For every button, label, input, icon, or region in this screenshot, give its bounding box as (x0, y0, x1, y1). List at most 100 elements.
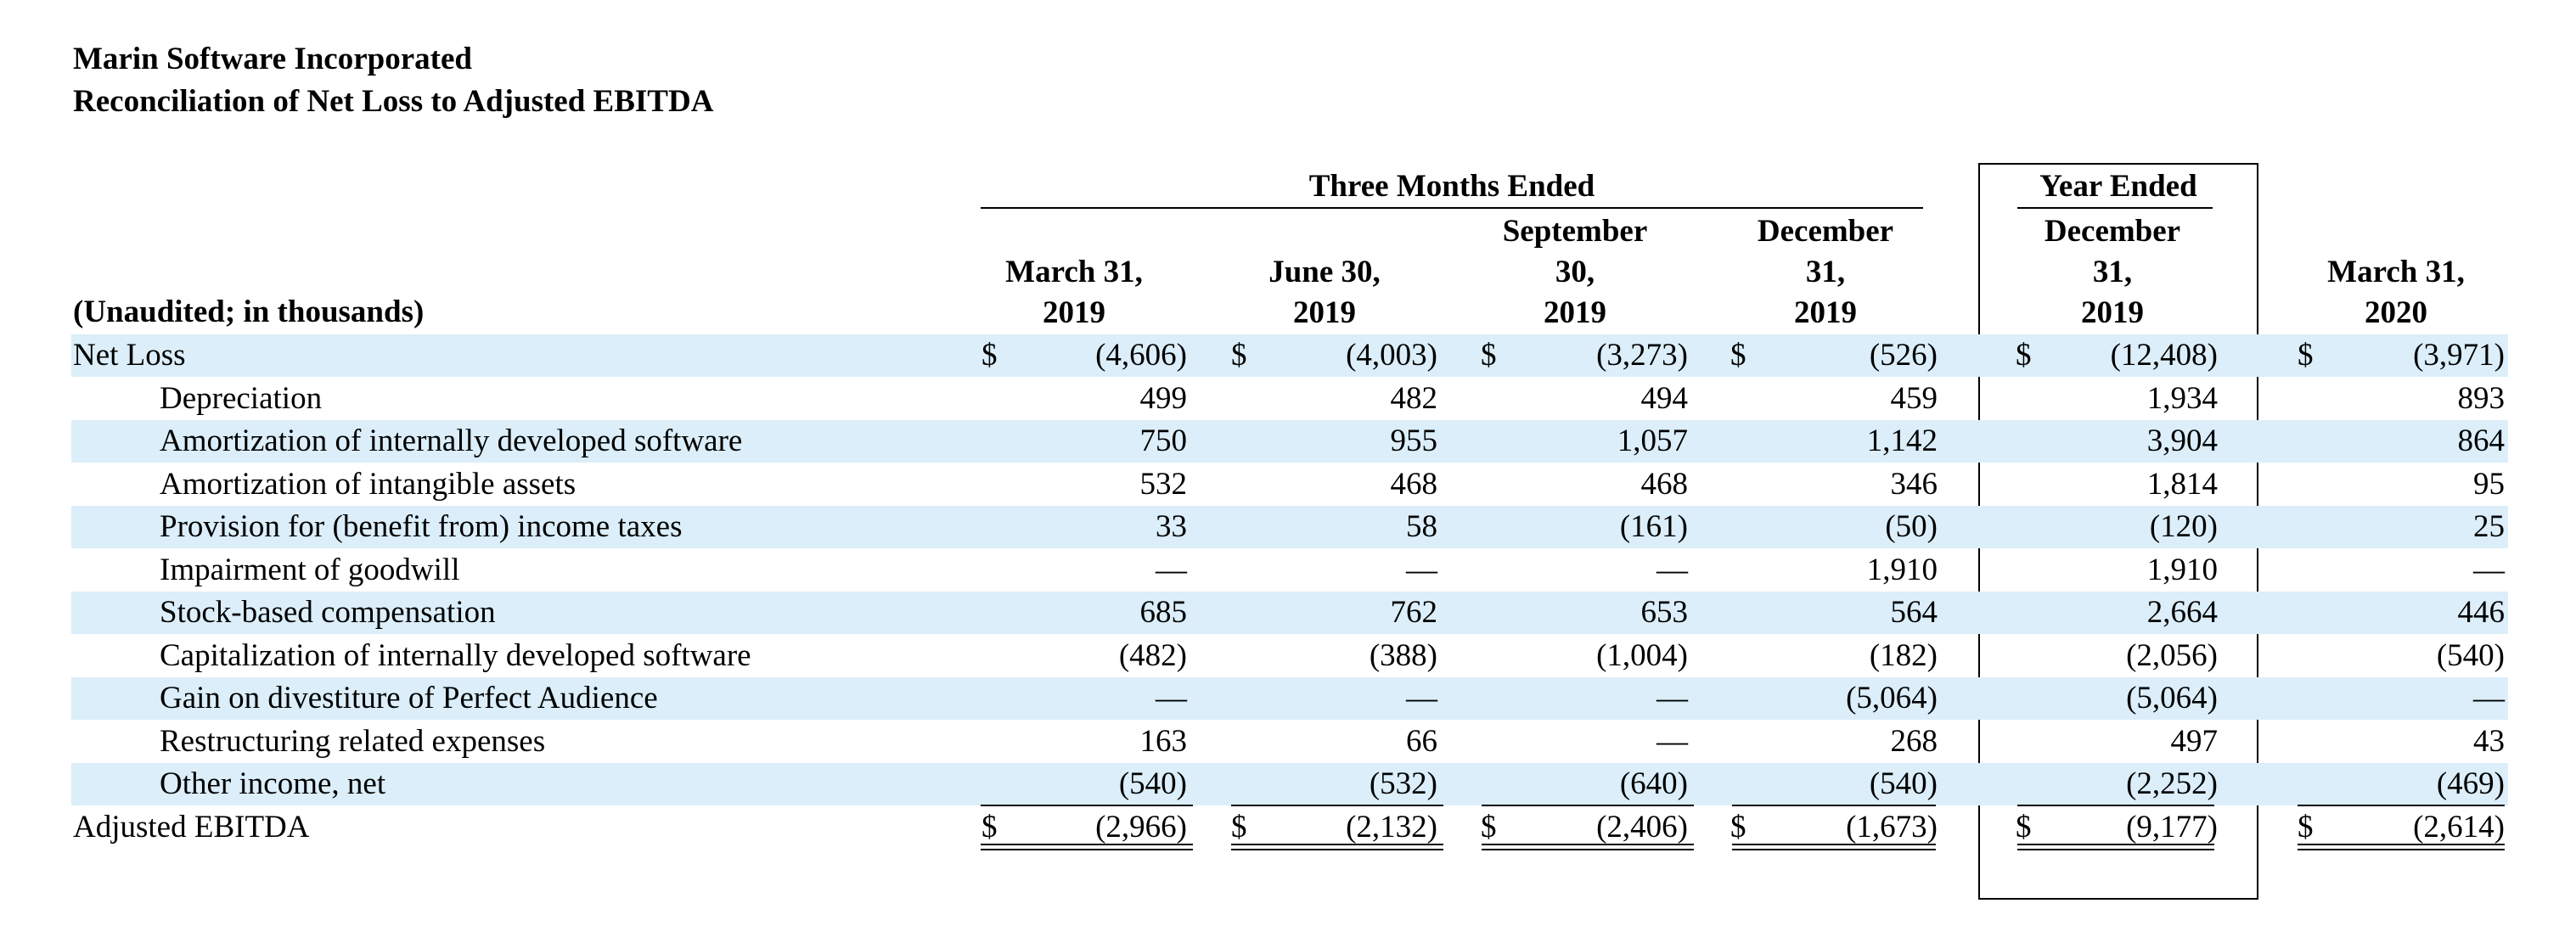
column-header-line: 2019 (1794, 295, 1857, 330)
row-label: Impairment of goodwill (160, 552, 460, 587)
value-cell: 95 (2473, 466, 2505, 502)
value-cell: (4,606) (1095, 338, 1187, 373)
value-cell: (540) (1869, 766, 1938, 801)
value-cell: (3,273) (1596, 338, 1688, 373)
year-ended-rule (2017, 207, 2213, 209)
value-cell: (120) (2149, 509, 2218, 544)
table-row: Capitalization of internally developed s… (71, 635, 2508, 677)
value-cell: 762 (1390, 595, 1438, 630)
value-cell: 25 (2473, 509, 2505, 544)
value-cell: (5,064) (1846, 681, 1938, 715)
value-cell: — (1656, 681, 1688, 715)
value-cell: 499 (1139, 380, 1188, 416)
currency-symbol: $ (981, 338, 998, 373)
table-row: Depreciation 499 482 494 459 1,934 893 (71, 378, 2508, 420)
value-cell: 66 (1406, 723, 1437, 759)
value-cell: (540) (1118, 766, 1187, 801)
value-cell: 497 (2170, 723, 2219, 759)
value-cell: 1,934 (2146, 380, 2218, 416)
column-header-line: 2019 (1293, 295, 1356, 330)
currency-symbol: $ (1481, 809, 1497, 844)
value-cell: (469) (2436, 766, 2505, 801)
value-cell: — (1656, 552, 1688, 587)
total-double-rule (1231, 844, 1443, 845)
value-cell: 564 (1890, 595, 1938, 630)
value-cell: 468 (1640, 466, 1689, 502)
value-cell: 268 (1890, 723, 1938, 759)
value-cell: (12,408) (2110, 338, 2218, 373)
value-cell: 653 (1640, 595, 1689, 630)
value-cell: 2,664 (2146, 595, 2218, 630)
table-row: Gain on divestiture of Perfect Audience —… (71, 677, 2508, 720)
column-header-line: June 30, (1268, 255, 1381, 289)
table-row: Restructuring related expenses 163 66 — 268 4… (71, 721, 2508, 763)
row-label: Amortization of intangible assets (160, 466, 577, 502)
subtotal-rule (981, 804, 1193, 806)
value-cell: 494 (1640, 380, 1689, 416)
value-cell: (388) (1369, 637, 1437, 673)
value-cell: 1,142 (1866, 424, 1938, 458)
row-label: Amortization of internally developed sof… (160, 424, 743, 458)
value-cell: (2,406) (1596, 809, 1688, 844)
table-row: Net Loss $ (4,606) $ (4,003) $ (3,273) $ (526) $ (… (71, 334, 2508, 377)
currency-symbol: $ (1730, 809, 1746, 844)
row-label: Gain on divestiture of Perfect Audience (160, 681, 658, 715)
table-row: Amortization of intangible assets 532 468 4… (71, 463, 2508, 506)
value-cell: 43 (2473, 723, 2505, 759)
value-cell: (482) (1118, 637, 1187, 673)
subtotal-rule (2017, 804, 2214, 806)
value-cell: — (1656, 723, 1688, 759)
value-cell: 163 (1139, 723, 1188, 759)
table-row: Impairment of goodwill — — — 1,910 1,910 — (71, 549, 2508, 592)
value-cell: 33 (1156, 509, 1187, 544)
subtotal-rule (1732, 804, 1936, 806)
value-cell: (9,177) (2126, 809, 2218, 844)
table-row: Adjusted EBITDA $ (2,966) $ (2,132) $ (2,406) $… (71, 806, 2508, 849)
value-cell: (540) (2436, 637, 2505, 673)
column-header-line: 31, (2092, 255, 2133, 289)
column-header-line: 2019 (1043, 295, 1105, 330)
value-cell: 1,814 (2146, 466, 2218, 502)
value-cell: (532) (1369, 766, 1437, 801)
value-cell: — (1156, 552, 1187, 587)
value-cell: (1,673) (1846, 809, 1938, 844)
value-cell: (2,132) (1346, 809, 1437, 844)
value-cell: 750 (1139, 424, 1188, 458)
table-row: Amortization of internally developed sof… (71, 420, 2508, 463)
row-label: Restructuring related expenses (160, 723, 546, 759)
total-double-rule (2017, 849, 2214, 850)
total-double-rule (981, 844, 1193, 845)
column-header-line: 30, (1555, 255, 1595, 289)
row-label: Other income, net (160, 766, 386, 801)
value-cell: 1,057 (1617, 424, 1688, 458)
currency-symbol: $ (2298, 338, 2314, 373)
value-cell: (2,056) (2126, 637, 2218, 673)
value-cell: 346 (1890, 466, 1938, 502)
currency-symbol: $ (981, 809, 998, 844)
value-cell: (4,003) (1346, 338, 1437, 373)
value-cell: (182) (1869, 637, 1938, 673)
value-cell: 446 (2457, 595, 2506, 630)
column-header-line: December (1757, 214, 1894, 249)
value-cell: (2,252) (2126, 766, 2218, 801)
total-double-rule (2298, 844, 2505, 845)
currency-symbol: $ (1231, 338, 1247, 373)
subtotal-rule (1231, 804, 1443, 806)
row-label: Net Loss (73, 338, 186, 373)
currency-symbol: $ (1730, 338, 1746, 373)
currency-symbol: $ (2298, 809, 2314, 844)
year-ended-header: Year Ended (2039, 169, 2197, 204)
row-label: Depreciation (160, 380, 323, 416)
table-row: Provision for (benefit from) income taxe… (71, 506, 2508, 548)
column-header-line: March 31, (1005, 255, 1143, 289)
value-cell: 955 (1390, 424, 1438, 458)
total-double-rule (2298, 849, 2505, 850)
value-cell: 893 (2457, 380, 2506, 416)
value-cell: 3,904 (2146, 424, 2218, 458)
value-cell: (5,064) (2126, 681, 2218, 715)
document-subtitle: Reconciliation of Net Loss to Adjusted E… (73, 84, 714, 119)
value-cell: 1,910 (1866, 552, 1938, 587)
total-double-rule (1482, 844, 1694, 845)
value-cell: 685 (1139, 595, 1188, 630)
row-label: Capitalization of internally developed s… (160, 637, 751, 673)
